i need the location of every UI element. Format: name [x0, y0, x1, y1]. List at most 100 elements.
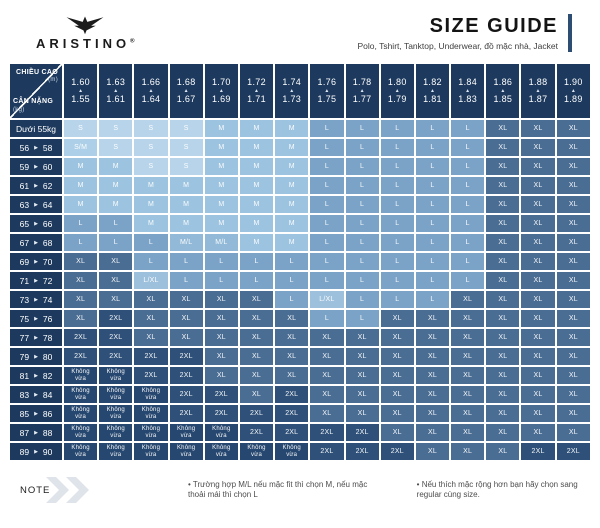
size-cell: L	[64, 215, 98, 232]
size-cell: S	[99, 139, 133, 156]
size-cell: M	[99, 158, 133, 175]
size-cell: XL	[556, 139, 590, 156]
weight-row-label: 87 ▶ 88	[10, 424, 62, 441]
size-cell: XL	[521, 234, 555, 251]
size-cell: XL	[310, 329, 344, 346]
size-cell: L	[415, 120, 450, 137]
size-cell: L	[134, 253, 168, 270]
size-cell: XL	[275, 348, 309, 365]
height-column-header: 1.82 ▲ 1.81	[415, 64, 450, 118]
size-cell: L	[310, 120, 344, 137]
size-cell: L	[451, 253, 485, 270]
weight-row-label: 73 ▶ 74	[10, 291, 62, 308]
size-cell: XL	[451, 386, 485, 403]
size-cell: XL	[169, 310, 203, 327]
size-cell: XL	[486, 120, 520, 137]
size-cell: XL	[451, 329, 485, 346]
size-cell: XL	[380, 310, 414, 327]
size-cell: L	[345, 215, 379, 232]
size-cell: M	[134, 215, 168, 232]
size-cell: Không vừa	[99, 405, 133, 422]
size-cell: M	[99, 177, 133, 194]
size-table: CHIỀU CAO (m) CÂN NẶNG (kg) 1.60 ▲ 1.55 1.6…	[8, 62, 592, 462]
size-cell: L	[415, 139, 450, 156]
size-cell: XL	[556, 367, 590, 384]
size-cell: XL	[380, 367, 414, 384]
size-cell: XL	[486, 329, 520, 346]
table-row: 56 ▶ 58 S/M S S S M M M L L L L L XL XL XL	[10, 139, 590, 156]
height-column-header: 1.60 ▲ 1.55	[64, 64, 98, 118]
size-cell: S	[134, 120, 168, 137]
brand-name: ARISTINO®	[36, 36, 135, 51]
note-label-text: NOTE	[20, 485, 51, 496]
size-cell: L	[451, 177, 485, 194]
weight-row-label: 56 ▶ 58	[10, 139, 62, 156]
note-item: Trường hợp M/L nếu mặc fit thì chọn M, n…	[188, 480, 383, 501]
size-cell: XL	[204, 310, 238, 327]
size-cell: 2XL	[556, 443, 590, 460]
size-cell: L	[310, 158, 344, 175]
size-cell: XL	[521, 196, 555, 213]
size-cell: M	[239, 177, 274, 194]
size-cell: XL	[521, 386, 555, 403]
size-cell: M	[275, 215, 309, 232]
size-cell: XL	[99, 291, 133, 308]
table-row: 73 ▶ 74 XL XL XL XL XL XL L L/XL L L L XL XL XL XL	[10, 291, 590, 308]
size-cell: 2XL	[275, 424, 309, 441]
size-cell: 2XL	[239, 424, 274, 441]
size-cell: L	[345, 196, 379, 213]
weight-row-label: 81 ▶ 82	[10, 367, 62, 384]
size-cell: L	[169, 272, 203, 289]
size-cell: L	[134, 234, 168, 251]
registered-mark: ®	[130, 38, 135, 45]
table-row: 63 ▶ 64 M M M M M M M L L L L L XL XL XL	[10, 196, 590, 213]
size-cell: XL	[345, 405, 379, 422]
page-subtitle: Polo, Tshirt, Tanktop, Underwear, đồ mặc…	[357, 41, 559, 51]
size-cell: L	[380, 291, 414, 308]
size-cell: M	[169, 177, 203, 194]
size-cell: L	[345, 177, 379, 194]
size-cell: XL	[486, 405, 520, 422]
size-cell: XL	[521, 291, 555, 308]
size-cell: M	[204, 120, 238, 137]
size-cell: 2XL	[345, 443, 379, 460]
size-cell: S	[169, 158, 203, 175]
size-cell: L	[451, 120, 485, 137]
table-row: 77 ▶ 78 2XL 2XL XL XL XL XL XL XL XL XL XL XL XL XL XL	[10, 329, 590, 346]
size-cell: M	[134, 177, 168, 194]
size-cell: XL	[521, 348, 555, 365]
size-cell: XL	[134, 291, 168, 308]
size-cell: XL	[415, 424, 450, 441]
table-row: 81 ▶ 82 Không vừa Không vừa 2XL 2XL XL XL XL XL XL X…	[10, 367, 590, 384]
size-cell: XL	[169, 329, 203, 346]
size-cell: XL	[415, 348, 450, 365]
size-cell: XL	[486, 310, 520, 327]
size-cell: XL	[556, 177, 590, 194]
size-cell: XL	[486, 386, 520, 403]
table-row: 65 ▶ 66 L L M M M M M L L L L L XL XL XL	[10, 215, 590, 232]
title-block: SIZE GUIDE Polo, Tshirt, Tanktop, Underw…	[357, 14, 572, 52]
size-cell: XL	[486, 253, 520, 270]
size-cell: M	[169, 196, 203, 213]
size-cell: XL	[556, 386, 590, 403]
size-cell: L	[415, 272, 450, 289]
size-cell: Không vừa	[134, 386, 168, 403]
size-cell: M	[239, 196, 274, 213]
weight-row-label: 75 ▶ 76	[10, 310, 62, 327]
size-cell: L	[310, 253, 344, 270]
size-cell: XL	[556, 120, 590, 137]
size-cell: XL	[486, 443, 520, 460]
size-cell: L	[204, 272, 238, 289]
size-cell: Không vừa	[169, 443, 203, 460]
size-cell: Không vừa	[64, 367, 98, 384]
table-row: 83 ▶ 84 Không vừa Không vừa Không vừa 2XL 2XL XL…	[10, 386, 590, 403]
height-column-header: 1.66 ▲ 1.64	[134, 64, 168, 118]
size-cell: L	[380, 253, 414, 270]
size-cell: 2XL	[64, 348, 98, 365]
size-cell: L	[345, 139, 379, 156]
size-cell: Không vừa	[99, 443, 133, 460]
size-cell: L	[310, 196, 344, 213]
size-cell: XL	[451, 405, 485, 422]
size-cell: XL	[521, 272, 555, 289]
